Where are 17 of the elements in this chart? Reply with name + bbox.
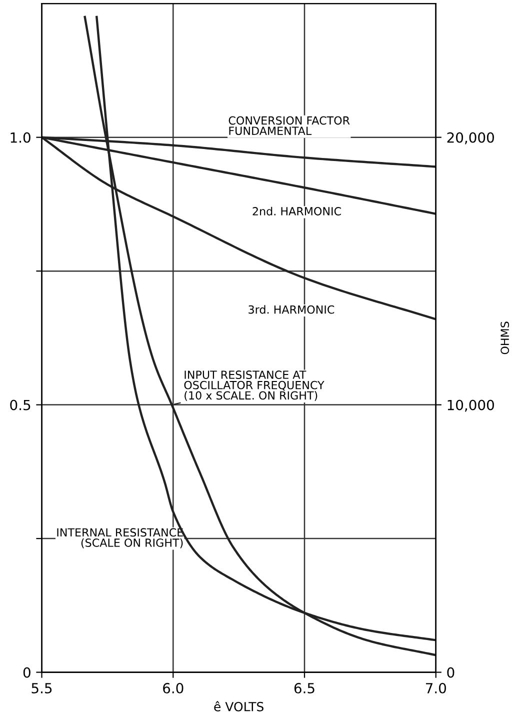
series-label: INTERNAL RESISTANCE (SCALE ON RIGHT)	[57, 528, 183, 548]
x-tick-label: 7.0	[426, 682, 446, 694]
x-axis-title: ê VOLTS	[214, 701, 264, 712]
series-label: 3rd. HARMONIC	[248, 305, 334, 314]
y2-tick-label: 10,000	[448, 400, 494, 412]
x-tick-label: 6.5	[294, 682, 314, 694]
x-tick-label: 6.0	[163, 682, 184, 694]
series-label: 2nd. HARMONIC	[252, 206, 341, 216]
y-tick-label: 0	[23, 667, 30, 678]
y2-tick-label: 0	[447, 667, 454, 678]
y2-axis-title: OHMS	[500, 322, 510, 354]
series-label: INPUT RESISTANCE AT OSCILLATOR FREQUENCY (10 x SCALE. ON RIGHT)	[184, 370, 324, 401]
y-tick-label: 1.0	[10, 132, 30, 143]
series-label: CONVERSION FACTOR FUNDAMENTAL	[228, 116, 350, 136]
y-tick-label: 0.5	[10, 400, 30, 410]
x-tick-label: 5.5	[32, 683, 52, 694]
y2-tick-label: 20,000	[447, 132, 494, 144]
